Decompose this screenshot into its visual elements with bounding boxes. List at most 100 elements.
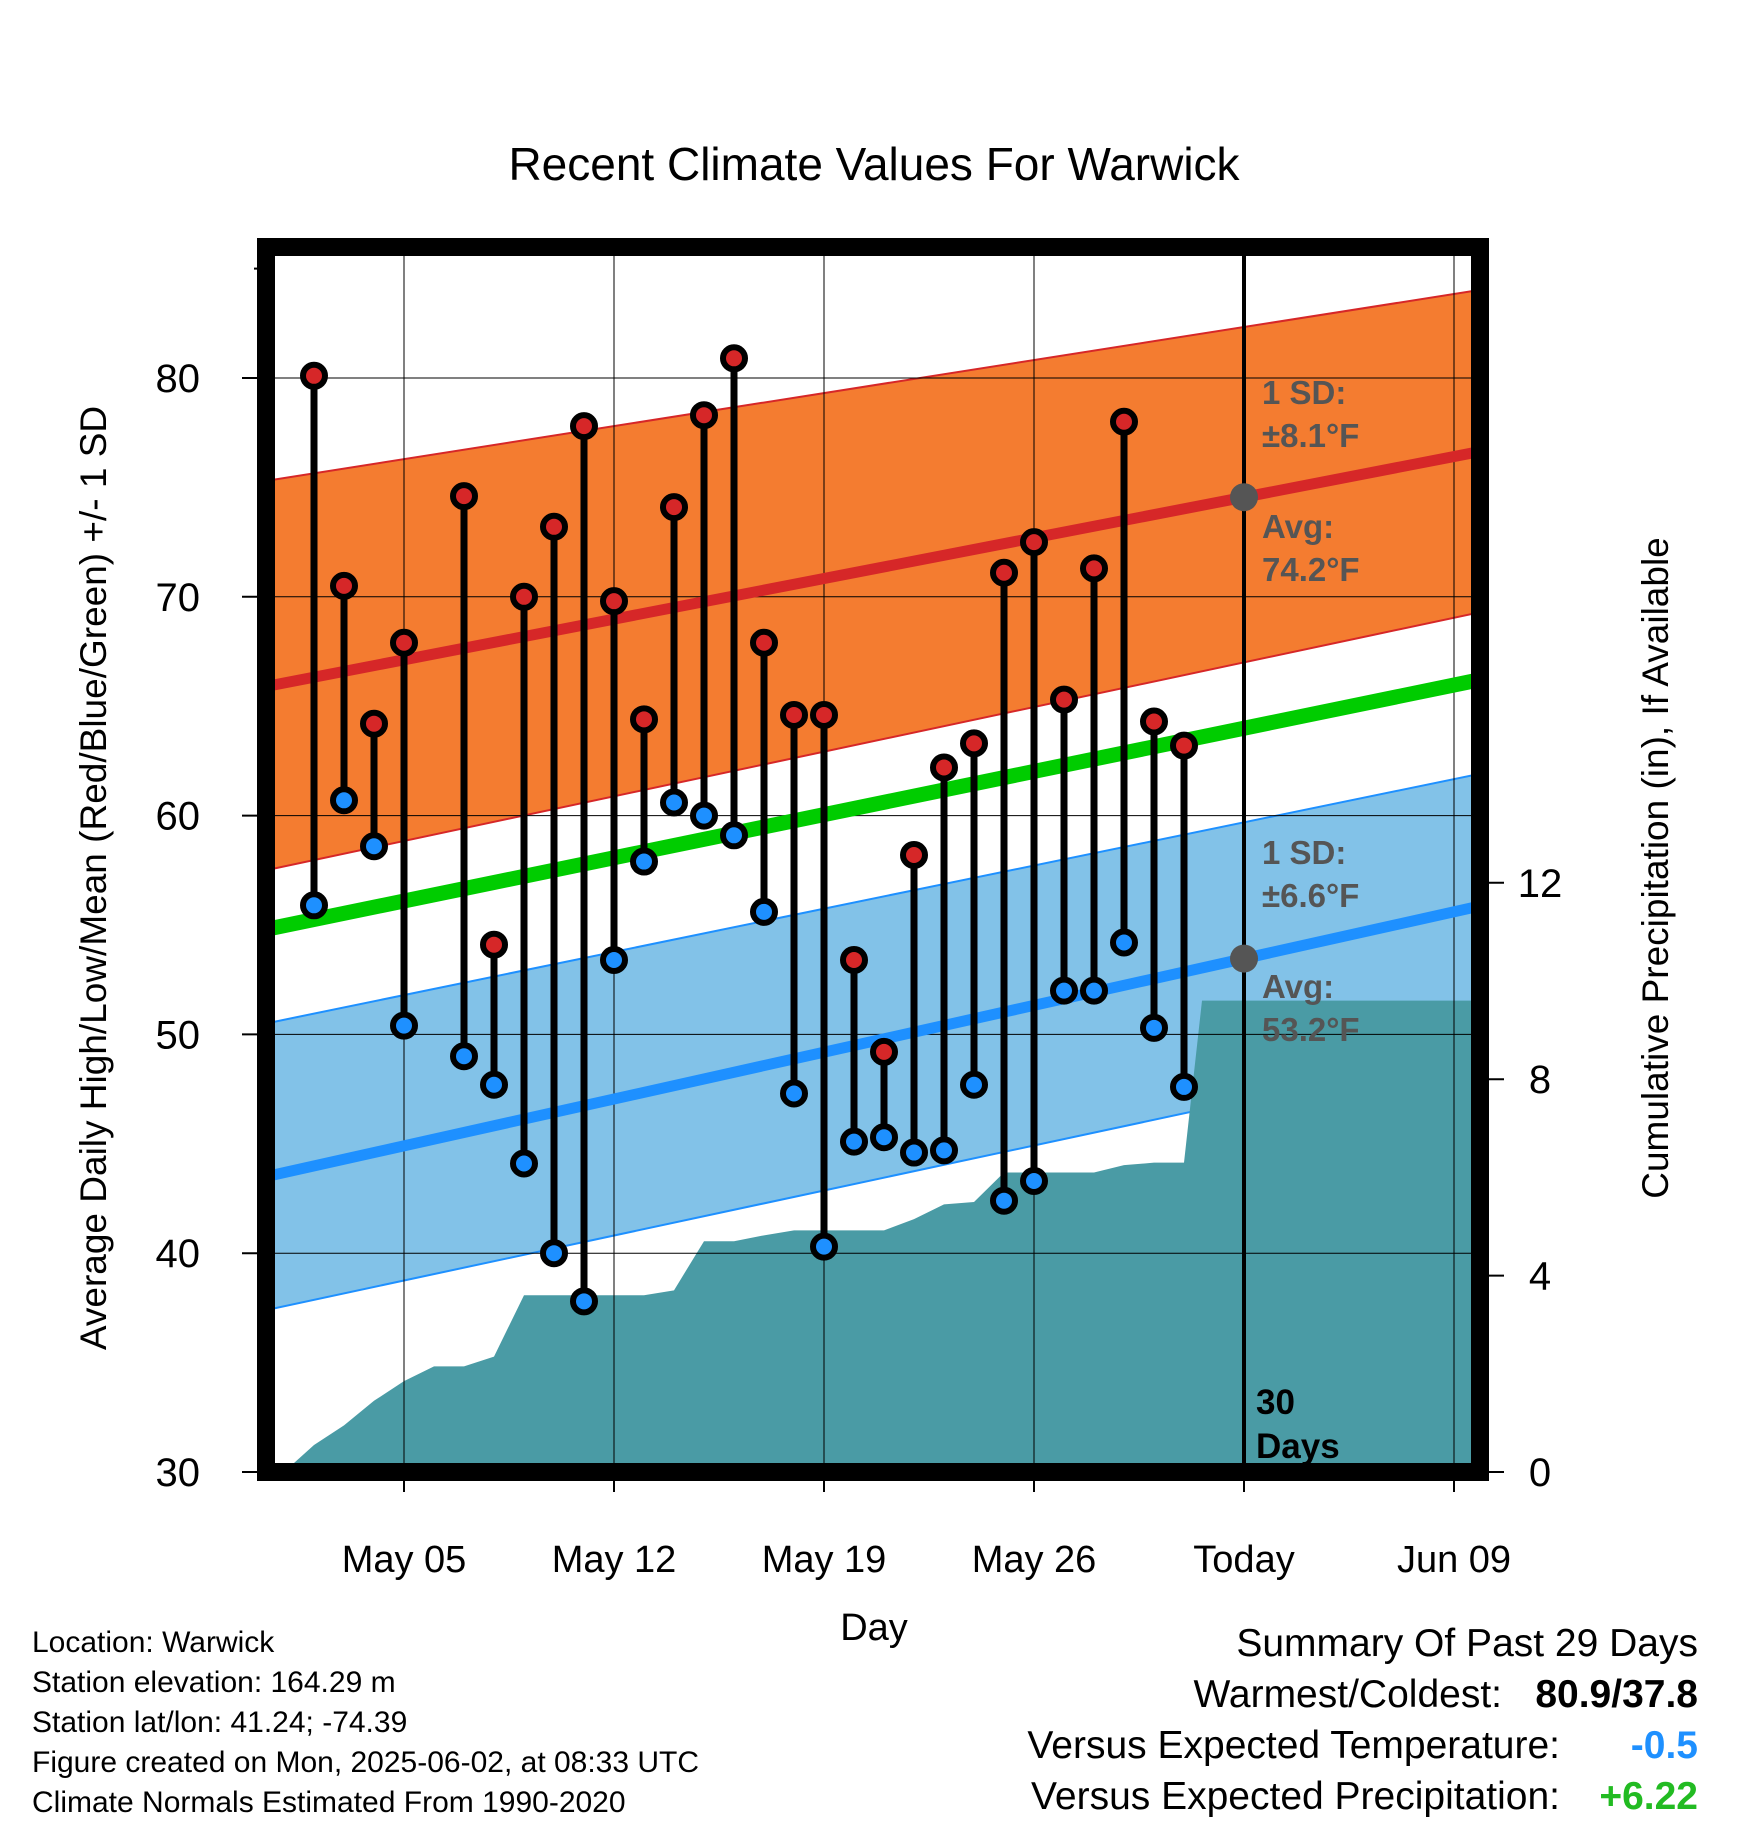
low-point [870, 1123, 898, 1152]
info-elevation: Station elevation: 164.29 m [32, 1666, 396, 1699]
high-avg-annotation-line1: Avg: [1262, 508, 1334, 545]
low-point [660, 788, 688, 817]
low-point [390, 1011, 418, 1040]
x-axis-label: Day [840, 1607, 908, 1649]
today-high-avg-marker [1230, 483, 1258, 512]
low-sd-annotation-line2: ±6.6°F [1262, 877, 1359, 914]
low-point [570, 1287, 598, 1316]
high-point [1110, 407, 1138, 436]
y2-tick-label: 4 [1529, 1255, 1551, 1299]
low-point [990, 1186, 1018, 1215]
high-point [540, 512, 568, 541]
high-point [630, 705, 658, 734]
summary-warm-cold: Warmest/Coldest: 80.9/37.8 [1027, 1669, 1698, 1720]
high-point [900, 840, 928, 869]
high-sd-annotation-line2: ±8.1°F [1262, 417, 1359, 454]
high-point [990, 558, 1018, 587]
warm-cold-value: 80.9/37.8 [1535, 1673, 1698, 1716]
high-point [600, 587, 628, 616]
station-info: Location: Warwick Station elevation: 164… [32, 1623, 699, 1823]
low-point [690, 801, 718, 830]
low-avg-annotation-line1: Avg: [1262, 968, 1334, 1005]
low-point [600, 946, 628, 975]
high-sd-annotation-line1: 1 SD: [1262, 374, 1346, 411]
y2-tick-label: 12 [1518, 862, 1563, 906]
precip-label: Versus Expected Precipitation: [1031, 1775, 1560, 1818]
high-point [930, 753, 958, 782]
low-point [1110, 928, 1138, 957]
low-avg-annotation-line2: 53.2°F [1262, 1011, 1360, 1048]
y2-tick-label: 0 [1529, 1451, 1551, 1495]
high-point [660, 493, 688, 522]
low-point [300, 891, 328, 920]
low-point [960, 1070, 988, 1099]
high-point [480, 930, 508, 959]
low-point [510, 1149, 538, 1178]
low-point [1020, 1166, 1048, 1195]
high-point [810, 700, 838, 729]
y2-axis-label: Cumulative Precipitation (in), If Availa… [1635, 537, 1676, 1199]
high-point [390, 628, 418, 657]
y2-tick-label: 8 [1529, 1058, 1551, 1102]
temp-value: -0.5 [1630, 1724, 1698, 1767]
high-point [750, 628, 778, 657]
low-point [810, 1232, 838, 1261]
high-point [1050, 685, 1078, 714]
low-point [450, 1042, 478, 1071]
summary-title: Summary Of Past 29 Days [1236, 1622, 1698, 1665]
high-point [1140, 707, 1168, 736]
low-point [750, 897, 778, 926]
low-point [630, 847, 658, 876]
high-sd-band [266, 288, 1480, 872]
info-normals: Climate Normals Estimated From 1990-2020 [32, 1786, 626, 1819]
days-label-line1: 30 [1256, 1383, 1295, 1422]
chart-title: Recent Climate Values For Warwick [508, 138, 1240, 190]
high-avg-annotation-line2: 74.2°F [1262, 551, 1360, 588]
y-tick-label: 40 [156, 1232, 201, 1276]
precip-area [266, 1000, 1480, 1472]
precip-value: +6.22 [1599, 1775, 1698, 1818]
x-tick-label: May 12 [552, 1539, 677, 1581]
low-point [540, 1239, 568, 1268]
y-tick-label: 30 [156, 1451, 201, 1495]
low-point [330, 786, 358, 815]
low-point [1080, 976, 1108, 1005]
high-point [780, 700, 808, 729]
low-point [480, 1070, 508, 1099]
plot-area [266, 247, 1480, 1472]
high-point [360, 709, 388, 738]
high-point [690, 401, 718, 430]
x-tick-label: May 26 [972, 1539, 1097, 1581]
low-sd-annotation-line1: 1 SD: [1262, 834, 1346, 871]
low-point [930, 1136, 958, 1165]
low-point [1050, 976, 1078, 1005]
high-point [300, 361, 328, 390]
high-point [510, 582, 538, 611]
warm-cold-label: Warmest/Coldest: [1193, 1673, 1502, 1716]
high-point [1080, 554, 1108, 583]
info-location: Location: Warwick [32, 1626, 275, 1659]
high-point [1020, 528, 1048, 557]
y-tick-label: 70 [156, 576, 201, 620]
x-tick-label: Jun 09 [1397, 1539, 1511, 1581]
y-axis-label: Average Daily High/Low/Mean (Red/Blue/Gr… [73, 406, 114, 1350]
temp-label: Versus Expected Temperature: [1027, 1724, 1560, 1767]
high-point [450, 482, 478, 511]
low-point [1170, 1072, 1198, 1101]
info-created: Figure created on Mon, 2025-06-02, at 08… [32, 1746, 700, 1779]
x-tick-label: May 05 [342, 1539, 467, 1581]
low-point [360, 832, 388, 861]
low-point [900, 1138, 928, 1167]
high-point [960, 729, 988, 758]
high-avg-line [266, 445, 1480, 692]
low-point [1140, 1013, 1168, 1042]
low-point [720, 821, 748, 850]
low-point [840, 1127, 868, 1156]
high-point [330, 571, 358, 600]
x-tick-label: Today [1193, 1539, 1294, 1581]
days-label-line2: Days [1256, 1427, 1340, 1466]
today-low-avg-marker [1230, 944, 1258, 973]
summary-precip: Versus Expected Precipitation: +6.22 [1027, 1771, 1698, 1822]
summary-panel: Summary Of Past 29 Days Warmest/Coldest:… [1027, 1618, 1698, 1822]
